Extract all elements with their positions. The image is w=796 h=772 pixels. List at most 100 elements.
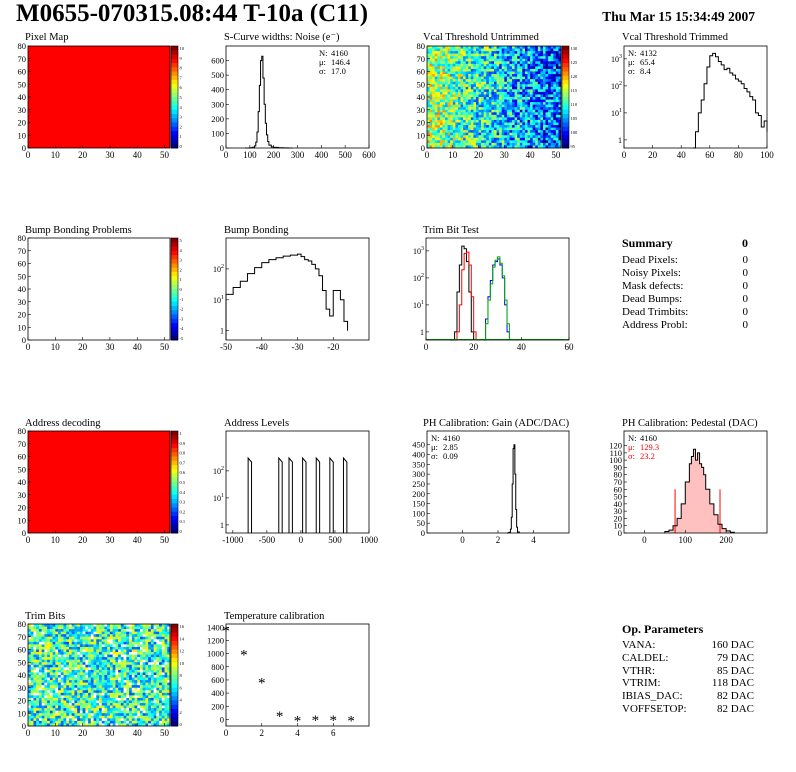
palette-tick: 3 <box>180 258 183 263</box>
panel-trim-bit: Trim Bit Test 0 20 40 60 1 101 102 103 <box>413 225 574 352</box>
x-tick-label: 40 <box>133 728 143 738</box>
palette-tick: 2 <box>180 710 182 715</box>
x-tick-label: 30 <box>105 728 115 738</box>
palette-tick: 115 <box>571 88 578 93</box>
palette-tick: 0 <box>180 722 183 727</box>
summary-label: Mask defects: <box>622 280 684 292</box>
x-tick-label: 200 <box>267 150 281 160</box>
histogram-line <box>245 55 293 149</box>
y-tick-label: 0 <box>22 335 26 345</box>
y-tick-label: 0 <box>421 528 425 538</box>
x-tick-label: 20 <box>78 728 88 738</box>
palette-tick: 0 <box>180 144 183 149</box>
stat-value: 17.0 <box>331 66 346 76</box>
y-tick-label: 10 <box>18 322 27 332</box>
stat-value: 4160 <box>443 433 460 443</box>
stat-key: σ: <box>628 451 635 461</box>
op-parameters-title: Op. Parameters <box>622 622 704 636</box>
y-tick-label: 101 <box>213 493 224 503</box>
palette-tick: 0 <box>180 287 183 292</box>
y-tick-label: 80 <box>18 426 27 436</box>
y-tick-label: 70 <box>18 246 27 256</box>
op-parameter-row: CALDEL: 79 DAC <box>622 652 754 665</box>
panel-title: Temperature calibration <box>224 611 325 622</box>
op-parameter-label: VOFFSETOP: <box>622 702 687 715</box>
palette-tick: 125 <box>571 60 579 65</box>
panel-title: Address Levels <box>224 418 289 429</box>
x-tick-label: 2 <box>260 728 265 738</box>
palette-tick: 5 <box>180 95 183 100</box>
op-parameter-row: VTRIM: 118 DAC <box>622 677 754 690</box>
y-tick-label: 30 <box>18 297 27 307</box>
palette-tick: 2 <box>180 267 182 272</box>
x-tick-label: 10 <box>51 342 61 352</box>
palette-tick: 10 <box>180 661 185 666</box>
summary-row: Address Probl: 0 <box>622 319 748 332</box>
summary-label: Noisy Pixels: <box>622 267 681 279</box>
palette-tick: 7 <box>180 75 183 80</box>
data-point: * <box>240 647 248 663</box>
y-tick-label: 40 <box>417 92 426 102</box>
x-tick-label: 40 <box>133 535 143 545</box>
x-tick-label: 0 <box>224 150 229 160</box>
palette-tick: 4 <box>180 105 183 110</box>
y-tick-label: 90 <box>614 462 623 472</box>
histogram-line <box>225 253 349 340</box>
panel-bump-bonding: Bump Bonding -50 -40 -30 -20 1 101 102 <box>213 225 370 352</box>
palette-tick: 9 <box>180 56 183 61</box>
palette-tick: 3 <box>180 115 183 120</box>
summary-row: Mask defects: 0 <box>622 280 748 293</box>
y-tick-label: 400 <box>211 85 224 95</box>
stat-key: N: <box>628 433 637 443</box>
x-tick-label: 50 <box>160 728 170 738</box>
palette-tick: 0.4 <box>180 490 186 495</box>
op-parameter-value: 160 DAC <box>711 639 754 651</box>
x-tick-label: 0 <box>425 150 430 160</box>
palette-tick: -2 <box>180 307 184 312</box>
x-tick-label: 100 <box>243 150 257 160</box>
x-tick-label: 50 <box>160 535 170 545</box>
x-tick-label: 300 <box>291 150 305 160</box>
histogram-line <box>506 444 520 534</box>
panel-vcal-untrimmed: Vcal Threshold Untrimmed 130 125 120 115 110 1… <box>417 32 579 160</box>
x-tick-label: 10 <box>51 728 61 738</box>
panel-title: Pixel Map <box>25 32 68 43</box>
y-tick-label: 60 <box>18 645 27 655</box>
op-parameter-row: VOFFSETOP: 82 DAC <box>622 703 754 716</box>
panel-title: Vcal Threshold Untrimmed <box>423 32 540 43</box>
trim-bit-green <box>483 256 510 341</box>
y-tick-label: 30 <box>18 490 27 500</box>
y-tick-label: 80 <box>614 470 623 480</box>
x-tick-label: 50 <box>160 342 170 352</box>
panel-title: S-Curve widths: Noise (e⁻) <box>224 32 340 43</box>
x-tick-label: 60 <box>705 150 715 160</box>
x-tick-label: 50 <box>160 150 170 160</box>
y-tick-label: 10 <box>417 130 426 140</box>
y-tick-label: 101 <box>413 300 424 310</box>
x-tick-label: 30 <box>105 342 115 352</box>
palette-tick: 0.1 <box>180 519 186 524</box>
y-tick-label: 10 <box>18 515 27 525</box>
y-tick-label: 250 <box>412 479 425 489</box>
x-tick-label: 50 <box>551 150 561 160</box>
panel-title: Address decoding <box>25 418 101 429</box>
y-tick-label: 1000 <box>207 649 224 659</box>
x-tick-label: 200 <box>719 535 733 545</box>
y-tick-label: 150 <box>412 499 425 509</box>
x-tick-label: 400 <box>315 150 329 160</box>
x-tick-label: 600 <box>362 150 376 160</box>
y-tick-label: 1 <box>618 136 622 145</box>
x-tick-label: 0 <box>224 728 229 738</box>
histogram-line <box>692 52 768 149</box>
x-tick-label: 10 <box>448 150 458 160</box>
palette-tick: 1 <box>180 277 182 282</box>
y-tick-label: 50 <box>18 79 27 89</box>
stat-value: 8.4 <box>640 66 651 76</box>
x-tick-label: 4 <box>531 535 536 545</box>
y-tick-label: 0 <box>220 143 224 153</box>
panel-vcal-trimmed: Vcal Threshold Trimmed 0 20 40 60 80 100 1 101 10… <box>611 32 774 160</box>
x-tick-label: 20 <box>474 150 484 160</box>
panel-title: Bump Bonding <box>224 225 289 236</box>
panel-address-decoding: Address decoding 1 0.9 0.8 0.7 0.6 0.5 0.4 0.3 0.… <box>18 418 186 545</box>
